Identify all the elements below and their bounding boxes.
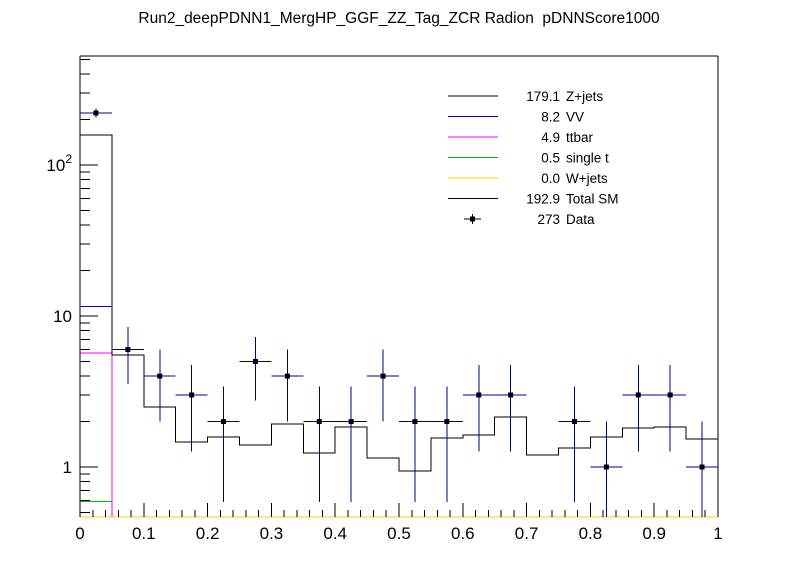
data-marker-square <box>316 419 322 425</box>
data-point <box>80 108 112 118</box>
legend-label: ttbar <box>566 130 594 145</box>
x-tick-label: 0.5 <box>387 524 411 543</box>
data-marker-square <box>476 392 482 398</box>
data-marker-square <box>221 419 227 425</box>
data-point <box>111 327 144 384</box>
legend-row: 8.2 VV <box>448 110 584 125</box>
y-tick-label: 102 <box>46 152 72 175</box>
data-point <box>590 421 623 517</box>
data-marker-square <box>412 419 418 425</box>
x-tick-label: 0 <box>75 524 84 543</box>
data-point <box>143 349 176 422</box>
legend-row: 273 Data <box>464 212 595 227</box>
legend-label: Z+jets <box>566 89 603 104</box>
x-tick-label: 1 <box>713 524 722 543</box>
data-point <box>335 386 368 503</box>
y-axis-ticks <box>80 58 98 513</box>
x-tick-label: 0.2 <box>196 524 220 543</box>
x-tick-label: 0.6 <box>451 524 475 543</box>
data-marker-square <box>667 392 673 398</box>
legend-row: 4.9 ttbar <box>448 130 594 145</box>
data-marker-square <box>508 392 514 398</box>
data-point <box>303 386 336 503</box>
x-tick-label: 0.4 <box>323 524 347 543</box>
data-point <box>430 386 463 503</box>
legend-row: 0.5 single t <box>448 151 609 166</box>
plot-title: Run2_deepPDNN1_MergHP_GGF_ZZ_Tag_ZCR Rad… <box>138 10 660 27</box>
data-point <box>271 349 304 422</box>
legend-row: 192.9 Total SM <box>448 192 619 207</box>
data-marker-square <box>444 419 450 425</box>
data-marker-square <box>93 110 99 116</box>
legend-marker-square <box>470 216 475 222</box>
data-points <box>80 108 718 517</box>
legend-yield-value: 0.5 <box>541 151 560 166</box>
data-marker-square <box>699 464 705 470</box>
legend-label: Data <box>566 212 595 227</box>
legend-yield-value: 8.2 <box>541 110 560 125</box>
legend-row: 179.1 Z+jets <box>448 89 603 104</box>
data-point <box>654 365 687 452</box>
data-marker-square <box>635 392 641 398</box>
data-marker-square <box>189 392 195 398</box>
data-point <box>686 421 718 517</box>
data-point <box>558 386 591 503</box>
data-point <box>175 365 208 452</box>
x-tick-label: 0.9 <box>642 524 666 543</box>
legend-yield-value: 0.0 <box>541 171 560 186</box>
legend-yield-value: 4.9 <box>541 130 560 145</box>
legend-label: VV <box>566 110 584 125</box>
data-marker-square <box>571 419 577 425</box>
data-marker-square <box>125 346 131 352</box>
legend-yield-value: 273 <box>537 212 560 227</box>
y-tick-label: 1 <box>63 458 72 477</box>
x-tick-label: 0.7 <box>515 524 539 543</box>
data-point <box>494 365 527 452</box>
x-tick-label: 0.3 <box>260 524 284 543</box>
legend: 179.1 Z+jets 8.2 VV 4.9 ttbar 0.5 single t 0.0 W+… <box>448 89 619 227</box>
data-marker-square <box>252 358 258 364</box>
legend-yield-value: 192.9 <box>526 192 560 207</box>
data-point <box>462 365 495 452</box>
data-marker-square <box>157 373 163 379</box>
total-sm-histogram <box>80 134 718 472</box>
x-tick-label: 0.1 <box>132 524 156 543</box>
legend-label: Total SM <box>566 192 619 207</box>
data-point <box>399 386 431 503</box>
data-point <box>207 386 240 503</box>
data-marker-square <box>603 464 609 470</box>
data-point <box>622 365 655 452</box>
data-point <box>367 349 399 422</box>
legend-row: 0.0 W+jets <box>448 171 608 186</box>
legend-label: W+jets <box>566 171 608 186</box>
legend-label: single t <box>566 151 609 166</box>
legend-yield-value: 179.1 <box>526 89 560 104</box>
x-tick-label: 0.8 <box>579 524 603 543</box>
x-axis-ticks <box>79 503 719 517</box>
data-marker-square <box>348 419 354 425</box>
data-marker-square <box>284 373 290 379</box>
y-tick-label: 10 <box>53 307 72 326</box>
data-marker-square <box>380 373 386 379</box>
data-point <box>239 337 272 401</box>
